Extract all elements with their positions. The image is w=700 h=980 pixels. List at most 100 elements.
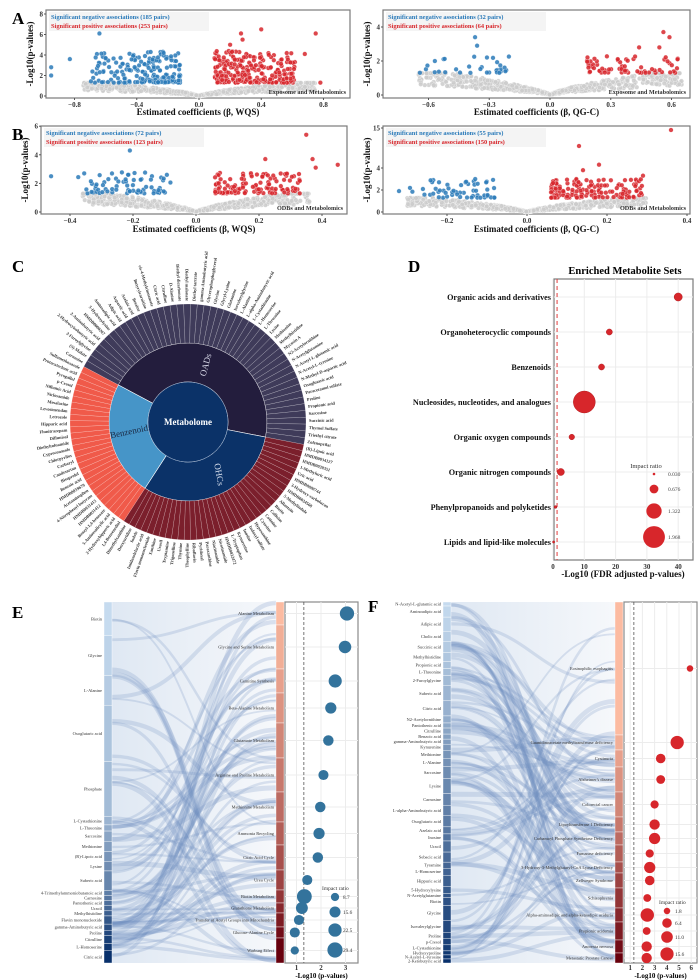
point-nonsignificant bbox=[102, 193, 107, 199]
point-nonsignificant bbox=[413, 195, 419, 201]
point-negative bbox=[105, 79, 111, 85]
point-positive bbox=[268, 64, 274, 70]
point-positive bbox=[278, 171, 284, 176]
point-negative bbox=[94, 182, 99, 187]
point-nonsignificant bbox=[256, 88, 262, 94]
metabolite-label: Proline bbox=[428, 933, 441, 938]
metabolite-node bbox=[103, 761, 113, 817]
pathway-dot bbox=[313, 827, 325, 840]
plot-frame bbox=[553, 278, 694, 561]
y-tick-label: 0 bbox=[377, 92, 381, 100]
point-nonsignificant bbox=[305, 191, 310, 197]
metabolite-node bbox=[103, 915, 113, 925]
pathway-label: Colorectal cancer bbox=[582, 802, 613, 807]
y-tick-label: 4 bbox=[377, 165, 381, 173]
x-tick-label: 2 bbox=[641, 964, 645, 972]
pathway-label: Arginine and Proline Metabolism bbox=[215, 773, 274, 778]
point-nonsignificant bbox=[138, 203, 144, 209]
point-positive bbox=[622, 63, 628, 69]
point-nonsignificant bbox=[602, 82, 608, 87]
point-negative bbox=[464, 195, 470, 200]
pathway-node bbox=[614, 872, 624, 889]
point-positive bbox=[256, 186, 262, 192]
point-nonsignificant bbox=[193, 92, 199, 98]
point-positive bbox=[249, 173, 255, 179]
pathway-label: Lipoyltransferase 1 Deficiency bbox=[559, 822, 614, 827]
y-axis-label: -Log10(p-values) bbox=[20, 137, 30, 202]
point-negative bbox=[90, 75, 96, 81]
point-positive bbox=[278, 183, 284, 189]
pathway-dot bbox=[328, 674, 342, 688]
point-negative bbox=[155, 55, 161, 60]
y-tick-label: 2 bbox=[40, 72, 44, 80]
point-positive bbox=[578, 193, 584, 199]
point-nonsignificant bbox=[588, 202, 594, 208]
point-nonsignificant bbox=[431, 82, 437, 88]
metabolite-node bbox=[442, 886, 452, 894]
point-positive bbox=[232, 56, 238, 62]
x-axis-label: -Log10 (p-values) bbox=[634, 972, 687, 980]
legend-label: 6.4 bbox=[675, 921, 682, 927]
metabolite-label: Succinic acid bbox=[417, 644, 441, 649]
metabolite-label: Suberic acid bbox=[419, 691, 442, 696]
point-nonsignificant bbox=[620, 75, 626, 81]
point-positive bbox=[565, 186, 571, 192]
point-nonsignificant bbox=[130, 195, 136, 201]
point-positive bbox=[604, 194, 610, 200]
point-negative bbox=[109, 171, 115, 176]
enrichment-dot bbox=[673, 292, 683, 302]
point-nonsignificant bbox=[297, 198, 303, 204]
legend-dot bbox=[329, 906, 341, 918]
metabolite-node bbox=[442, 840, 452, 853]
point-nonsignificant bbox=[148, 202, 154, 208]
point-negative bbox=[98, 51, 104, 57]
sunburst-label: Letrozole bbox=[49, 414, 67, 420]
x-tick-label: 3 bbox=[653, 964, 657, 972]
enrichment-dot bbox=[573, 390, 596, 414]
metabolite-node bbox=[442, 738, 452, 745]
point-nonsignificant bbox=[459, 201, 465, 207]
point-nonsignificant bbox=[217, 205, 223, 210]
point-negative bbox=[177, 62, 183, 68]
center-label: Metabolome bbox=[164, 417, 212, 427]
point-positive bbox=[285, 66, 291, 72]
metabolite-label: gamma-Aminobutyric acid bbox=[55, 925, 103, 930]
enrichment-dot bbox=[557, 468, 565, 476]
y-tick-label: 4 bbox=[377, 24, 381, 32]
metabolite-label: Biotin bbox=[430, 899, 442, 904]
point-nonsignificant bbox=[293, 197, 299, 203]
sunburst-label: Pyridoxal bbox=[198, 542, 205, 561]
sunburst-label: Riboflavin bbox=[191, 543, 197, 564]
metabolite-label: Citric acid bbox=[423, 706, 442, 711]
point-negative bbox=[466, 64, 472, 70]
pathway-node bbox=[275, 869, 285, 891]
metabolite-node bbox=[103, 601, 113, 636]
point-positive bbox=[628, 177, 634, 183]
point-negative bbox=[472, 176, 478, 182]
legend-label: 1.322 bbox=[668, 509, 681, 515]
point-positive bbox=[238, 31, 244, 36]
point-nonsignificant bbox=[175, 205, 181, 211]
metabolite-node bbox=[442, 700, 452, 717]
point-negative bbox=[467, 70, 473, 76]
point-negative bbox=[132, 170, 137, 176]
point-nonsignificant bbox=[492, 86, 498, 92]
point-nonsignificant bbox=[676, 81, 682, 87]
metabolite-label: Sarcosine bbox=[85, 834, 102, 839]
enrichment-dot bbox=[553, 505, 558, 509]
metabolite-label: Kynurenine bbox=[420, 745, 441, 750]
point-positive bbox=[237, 63, 243, 69]
point-nonsignificant bbox=[232, 88, 238, 94]
point-negative bbox=[471, 54, 477, 60]
point-nonsignificant bbox=[439, 200, 445, 206]
point-positive bbox=[564, 194, 570, 200]
point-negative bbox=[161, 176, 167, 182]
point-negative bbox=[148, 49, 154, 55]
sunburst-label: Thymine bbox=[177, 543, 183, 560]
point-positive bbox=[667, 34, 672, 40]
point-positive bbox=[564, 177, 570, 183]
metabolite-label: Citrulline bbox=[424, 729, 441, 734]
pathway-dot bbox=[645, 849, 654, 858]
legend-dot bbox=[327, 942, 343, 958]
